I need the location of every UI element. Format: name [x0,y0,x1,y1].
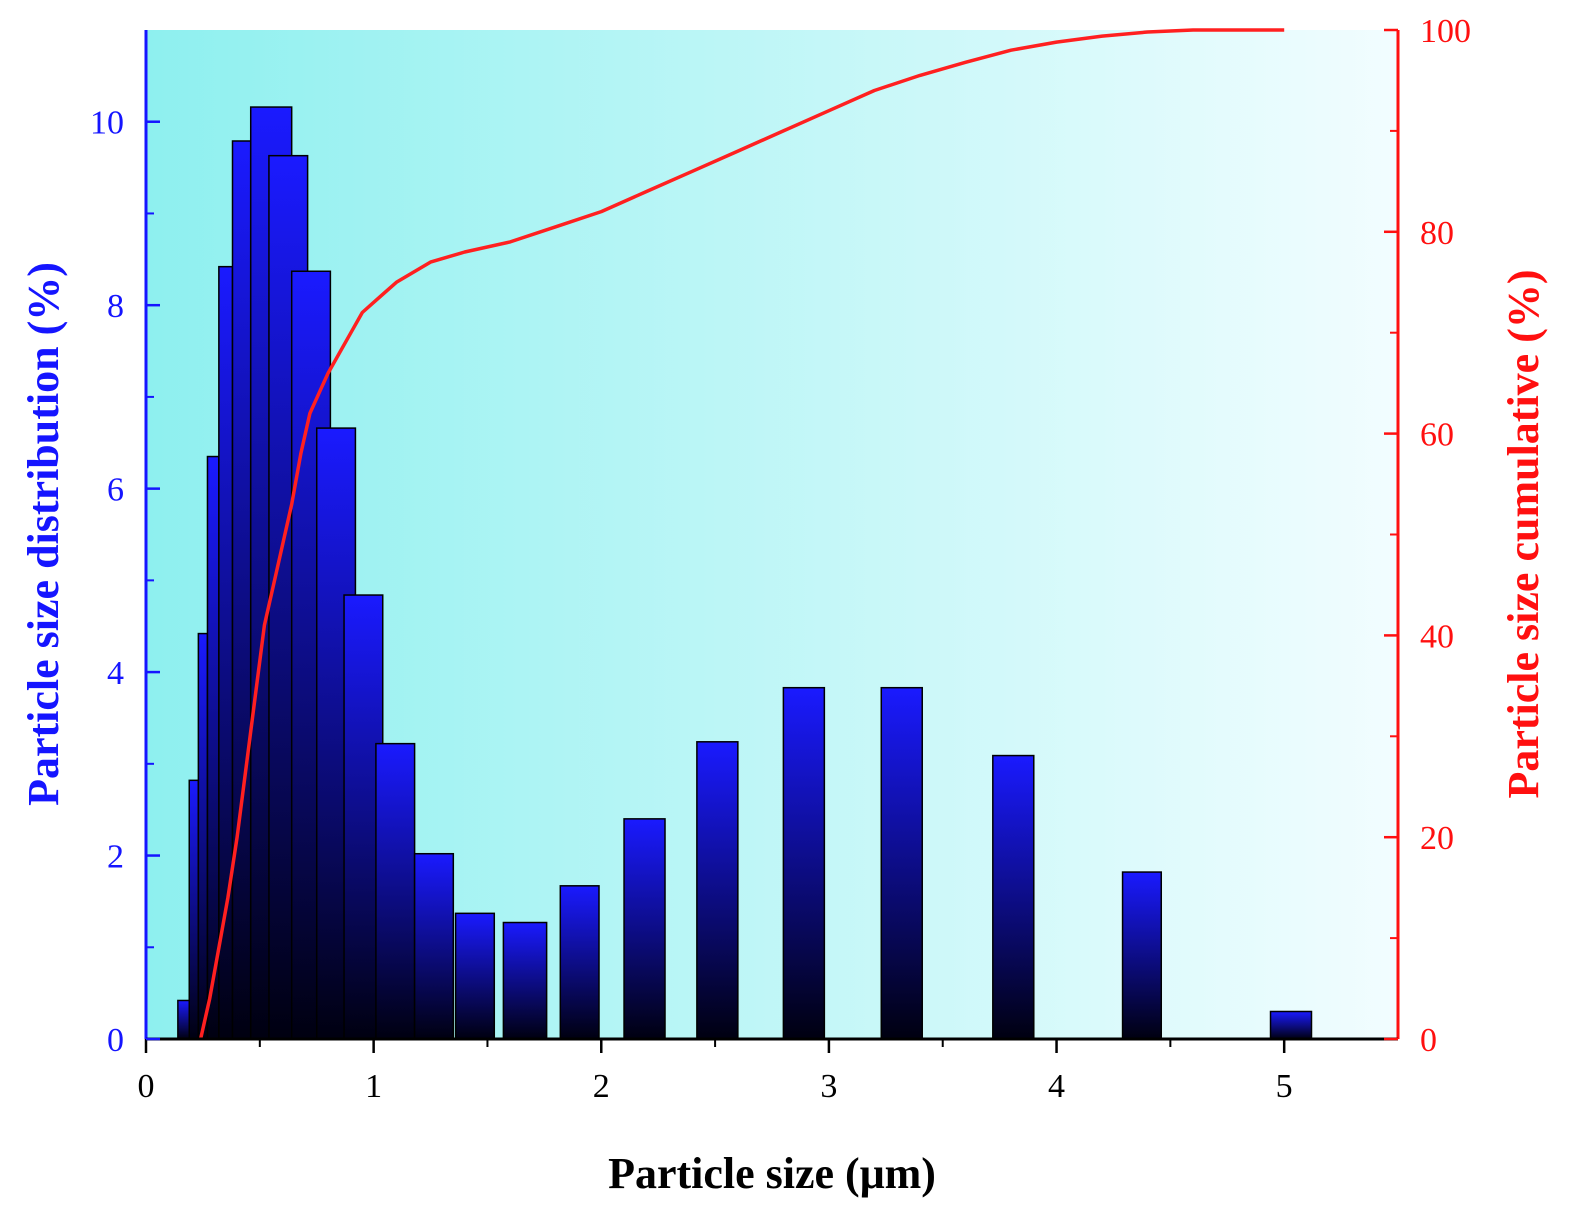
y-tick-label-5: 10 [90,105,124,142]
bar-0 [177,999,191,1040]
bar-15 [559,885,600,1040]
bar-2 [197,632,209,1040]
x-tick-label-3: 3 [820,1068,837,1105]
distribution-bars [177,106,1313,1040]
bar-12 [413,852,455,1040]
x-tick-label-0: 0 [138,1068,155,1105]
bar-5 [231,140,252,1040]
y2-tick-label-0: 0 [1420,1022,1437,1059]
y-tick-label-4: 8 [107,288,124,325]
y2-tick-label-5: 100 [1420,13,1471,50]
bar-22 [1269,1010,1313,1040]
bar-16 [623,818,666,1040]
bar-14 [502,921,548,1040]
y-tick-label-0: 0 [107,1022,124,1059]
y-axis-title: Particle size distribution (%) [19,262,68,806]
y2-tick-label-3: 60 [1420,417,1454,454]
y-tick-label-2: 4 [107,655,124,692]
y-tick-label-3: 6 [107,472,124,509]
bar-11 [375,742,416,1040]
bar-20 [992,754,1035,1040]
x-tick-label-4: 4 [1048,1068,1065,1105]
bar-18 [782,686,826,1040]
y2-tick-label-4: 80 [1420,215,1454,252]
bar-13 [454,912,496,1040]
bar-17 [696,741,739,1040]
bar-19 [880,686,923,1040]
y-tick-label-1: 2 [107,839,124,876]
bar-1 [188,779,200,1040]
bar-21 [1121,871,1163,1040]
cumulative-line [198,28,1285,1040]
y2-axis-title: Particle size cumulative (%) [1499,269,1548,798]
y2-tick-label-1: 20 [1420,820,1454,857]
bar-4 [218,265,234,1040]
x-tick-label-1: 1 [365,1068,382,1105]
x-tick-label-2: 2 [593,1068,610,1105]
y2-tick-label-2: 40 [1420,618,1454,655]
x-axis-title: Particle size (μm) [608,1149,936,1198]
x-tick-label-5: 5 [1276,1068,1293,1105]
